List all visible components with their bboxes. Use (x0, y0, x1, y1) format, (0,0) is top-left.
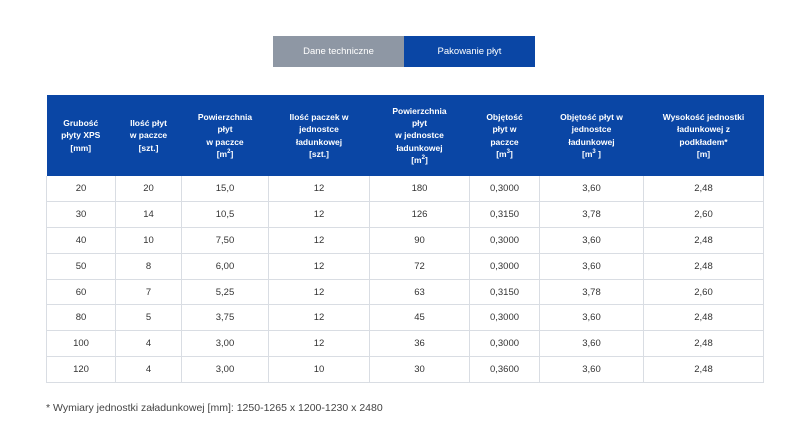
table-cell: 7 (115, 278, 182, 306)
table-cell: 72 (369, 252, 470, 280)
header-boards-per-pack: Ilość płyt w paczce [szt.] (115, 95, 182, 176)
table-cell: 8 (115, 252, 182, 280)
table-cell: 50 (46, 252, 116, 280)
table-cell: 3,00 (181, 330, 269, 358)
table-cell: 12 (268, 330, 370, 358)
table-cell: 0,3150 (469, 278, 540, 306)
table-cell: 180 (369, 176, 470, 203)
table-cell: 0,3000 (469, 227, 540, 254)
table-cell: 3,60 (539, 330, 644, 358)
table-cell: 6,00 (181, 252, 269, 280)
table-cell: 100 (46, 330, 116, 358)
table-cell: 45 (369, 304, 470, 332)
tab-board-packaging[interactable]: Pakowanie płyt (404, 36, 535, 67)
table-cell: 3,60 (539, 356, 644, 383)
tab-bar: Dane techniczne Pakowanie płyt (273, 36, 535, 67)
table-cell: 60 (46, 278, 116, 306)
table-cell: 30 (46, 201, 116, 229)
table-cell: 12 (268, 201, 370, 229)
table-cell: 7,50 (181, 227, 269, 254)
table-cell: 12 (268, 252, 370, 280)
table-cell: 90 (369, 227, 470, 254)
table-cell: 20 (115, 176, 182, 203)
table-cell: 0,3000 (469, 330, 540, 358)
table-cell: 0,3000 (469, 304, 540, 332)
table-cell: 40 (46, 227, 116, 254)
table-header-row: Grubość płyty XPS [mm] Ilość płyt w pacz… (46, 95, 764, 176)
table-cell: 120 (46, 356, 116, 383)
table-cell: 3,00 (181, 356, 269, 383)
table-cell: 14 (115, 201, 182, 229)
table-row: 80 5 3,75 12 45 0,3000 3,60 2,48 (46, 304, 764, 332)
header-volume-per-pack: Objętość płyt w paczce [m3] (469, 95, 540, 176)
table-cell: 36 (369, 330, 470, 358)
table-cell: 12 (268, 176, 370, 203)
table-cell: 0,3000 (469, 176, 540, 203)
table-cell: 2,48 (643, 330, 764, 358)
table-cell: 5 (115, 304, 182, 332)
table-cell: 0,3600 (469, 356, 540, 383)
table-cell: 12 (268, 304, 370, 332)
header-packs-per-unit: Ilość paczek w jednostce ładunkowej [szt… (268, 95, 370, 176)
table-cell: 2,48 (643, 227, 764, 254)
table-cell: 2,48 (643, 304, 764, 332)
table-cell: 3,60 (539, 176, 644, 203)
table-cell: 126 (369, 201, 470, 229)
table-cell: 3,78 (539, 278, 644, 306)
footnote: * Wymiary jednostki załadunkowej [mm]: 1… (46, 402, 383, 414)
table-cell: 63 (369, 278, 470, 306)
table-cell: 4 (115, 356, 182, 383)
table-row: 120 4 3,00 10 30 0,3600 3,60 2,48 (46, 356, 764, 383)
packaging-table: Grubość płyty XPS [mm] Ilość płyt w pacz… (46, 95, 764, 383)
tab-technical-data[interactable]: Dane techniczne (273, 36, 404, 67)
header-area-per-unit: Powierzchnia płyt w jednostce ładunkowej… (369, 95, 470, 176)
table-row: 20 20 15,0 12 180 0,3000 3,60 2,48 (46, 176, 764, 203)
table-cell: 30 (369, 356, 470, 383)
table-cell: 3,60 (539, 252, 644, 280)
table-cell: 12 (268, 278, 370, 306)
table-cell: 20 (46, 176, 116, 203)
table-row: 100 4 3,00 12 36 0,3000 3,60 2,48 (46, 330, 764, 358)
header-unit-height: Wysokość jednostki ładunkowej z podkłade… (643, 95, 764, 176)
table-cell: 10 (115, 227, 182, 254)
table-cell: 0,3000 (469, 252, 540, 280)
table-cell: 80 (46, 304, 116, 332)
table-cell: 2,48 (643, 252, 764, 280)
header-thickness: Grubość płyty XPS [mm] (46, 95, 116, 176)
table-cell: 0,3150 (469, 201, 540, 229)
header-area-per-pack: Powierzchnia płyt w paczce [m2] (181, 95, 269, 176)
table-row: 30 14 10,5 12 126 0,3150 3,78 2,60 (46, 201, 764, 229)
table-cell: 10 (268, 356, 370, 383)
table-row: 40 10 7,50 12 90 0,3000 3,60 2,48 (46, 227, 764, 254)
table-cell: 3,75 (181, 304, 269, 332)
table-cell: 4 (115, 330, 182, 358)
table-cell: 3,60 (539, 227, 644, 254)
table-body: 20 20 15,0 12 180 0,3000 3,60 2,48 30 14 10,5 12 126… (46, 176, 764, 383)
table-cell: 3,78 (539, 201, 644, 229)
table-row: 50 8 6,00 12 72 0,3000 3,60 2,48 (46, 252, 764, 280)
table-row: 60 7 5,25 12 63 0,3150 3,78 2,60 (46, 278, 764, 306)
table-cell: 2,60 (643, 278, 764, 306)
packaging-table-container: Grubość płyty XPS [mm] Ilość płyt w pacz… (46, 95, 764, 383)
table-cell: 2,48 (643, 176, 764, 203)
table-cell: 3,60 (539, 304, 644, 332)
header-volume-per-unit: Objętość płyt w jednostce ładunkowej [m3… (539, 95, 644, 176)
table-cell: 5,25 (181, 278, 269, 306)
table-cell: 2,48 (643, 356, 764, 383)
table-cell: 10,5 (181, 201, 269, 229)
table-cell: 15,0 (181, 176, 269, 203)
table-cell: 12 (268, 227, 370, 254)
table-cell: 2,60 (643, 201, 764, 229)
